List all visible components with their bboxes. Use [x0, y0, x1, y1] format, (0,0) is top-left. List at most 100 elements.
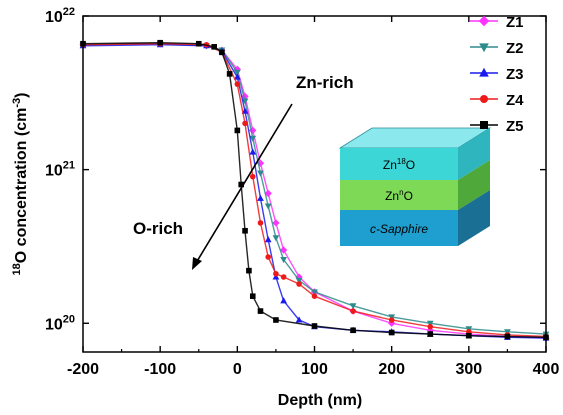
y-axis-title-sup: 18 [11, 263, 23, 275]
inset-side-top [458, 128, 490, 180]
inset-label-zn18o: Zn18O [383, 157, 415, 172]
ticks-layer: -200 -100 0 100 200 300 400 1020 1021 1022 [45, 6, 559, 378]
data-point [350, 327, 356, 334]
o-rich-label: O-rich [133, 219, 183, 238]
data-point [349, 303, 357, 310]
data-point [234, 81, 241, 87]
data-point [273, 270, 279, 277]
data-point [280, 297, 287, 304]
data-point [249, 135, 257, 142]
inset-side-bottom [458, 190, 490, 246]
data-point [233, 69, 241, 76]
y-axis-title: 18O concentration (cm-3) [11, 93, 30, 276]
data-point [295, 277, 303, 285]
zn-rich-label: Zn-rich [296, 73, 354, 92]
legend-label: Z5 [506, 118, 524, 135]
data-point [242, 227, 248, 234]
inset-label-znno-base: Zn [385, 189, 399, 203]
inset-label-znno-sup: n [399, 188, 403, 197]
legend-marker [480, 95, 488, 103]
data-point [249, 293, 256, 300]
y-tick-label: 1022 [45, 6, 75, 26]
x-tick-label: 100 [301, 361, 328, 378]
inset-side-mid [458, 160, 490, 210]
data-point [238, 181, 244, 188]
y-axis-title-unit: -3 [11, 98, 23, 108]
data-point [295, 316, 303, 323]
data-point [311, 293, 318, 300]
data-point [234, 127, 241, 134]
legend-marker [479, 43, 489, 53]
data-point [249, 173, 256, 180]
x-tick-label: 0 [233, 361, 242, 378]
legend-item-z2: Z2 [470, 40, 524, 57]
x-tick-label: 200 [378, 361, 405, 378]
data-point [195, 40, 202, 47]
data-point [242, 120, 248, 127]
data-point [279, 246, 288, 254]
data-point [226, 71, 233, 77]
y-tick-label: 1021 [45, 160, 75, 180]
data-point [311, 323, 318, 329]
legend: Z1 Z2 Z3 Z4 Z5 [470, 14, 524, 135]
data-point [249, 148, 257, 155]
y-axis-title-main: O concentration (cm [13, 108, 30, 264]
data-point [264, 203, 272, 210]
y-tick-label: 1020 [45, 313, 75, 333]
data-point [265, 254, 272, 260]
legend-item-z3: Z3 [470, 66, 524, 83]
data-point [257, 170, 264, 177]
trend-arrow [195, 103, 293, 264]
data-point [273, 317, 279, 323]
inset-layer-zn18o [340, 148, 458, 180]
data-point [257, 220, 264, 226]
data-point [219, 49, 225, 56]
data-point [157, 39, 163, 46]
data-point [388, 317, 395, 323]
data-point [350, 308, 356, 314]
data-point [246, 267, 252, 274]
data-point [427, 323, 434, 330]
data-point [427, 331, 434, 337]
data-point [257, 308, 264, 314]
data-point [311, 289, 318, 296]
inset-label-znno: ZnnO [385, 188, 413, 203]
x-tick-label: 400 [533, 361, 560, 378]
data-point [280, 256, 287, 264]
layer-stack-inset: Zn18O ZnnO c-Sapphire [338, 127, 492, 246]
series-layer [79, 39, 550, 342]
data-point [257, 194, 264, 201]
data-point [211, 44, 217, 50]
legend-item-z1: Z1 [470, 14, 524, 31]
legend-label: Z1 [506, 14, 524, 31]
legend-item-z4: Z4 [470, 92, 524, 109]
inset-label-zn18o-tail: O [406, 158, 415, 172]
legend-marker [480, 121, 488, 129]
inset-label-zn18o-sup: 18 [397, 157, 406, 166]
inset-layer-znno [340, 180, 458, 210]
inset-layer-sapphire [340, 210, 458, 246]
legend-label: Z2 [506, 40, 524, 57]
data-point [241, 98, 249, 105]
data-point [388, 329, 395, 336]
inset-label-zn18o-base: Zn [383, 158, 397, 172]
data-point [426, 320, 434, 327]
legend-item-z5: Z5 [470, 118, 524, 135]
data-point [280, 274, 287, 280]
inset-label-sapphire: c-Sapphire [370, 222, 428, 236]
y-axis-title-tail: ) [13, 93, 30, 98]
data-point [264, 236, 272, 243]
series-z5 [80, 39, 549, 341]
legend-label: Z3 [506, 66, 524, 83]
data-point [466, 332, 472, 339]
x-tick-label: -200 [67, 361, 99, 378]
legend-label: Z4 [506, 92, 524, 109]
inset-label-znno-tail: O [404, 189, 413, 203]
data-point [272, 219, 280, 227]
data-point [504, 333, 511, 340]
x-axis-title: Depth (nm) [278, 392, 362, 409]
data-point [296, 281, 302, 287]
data-point [272, 235, 280, 242]
data-point [233, 73, 241, 80]
